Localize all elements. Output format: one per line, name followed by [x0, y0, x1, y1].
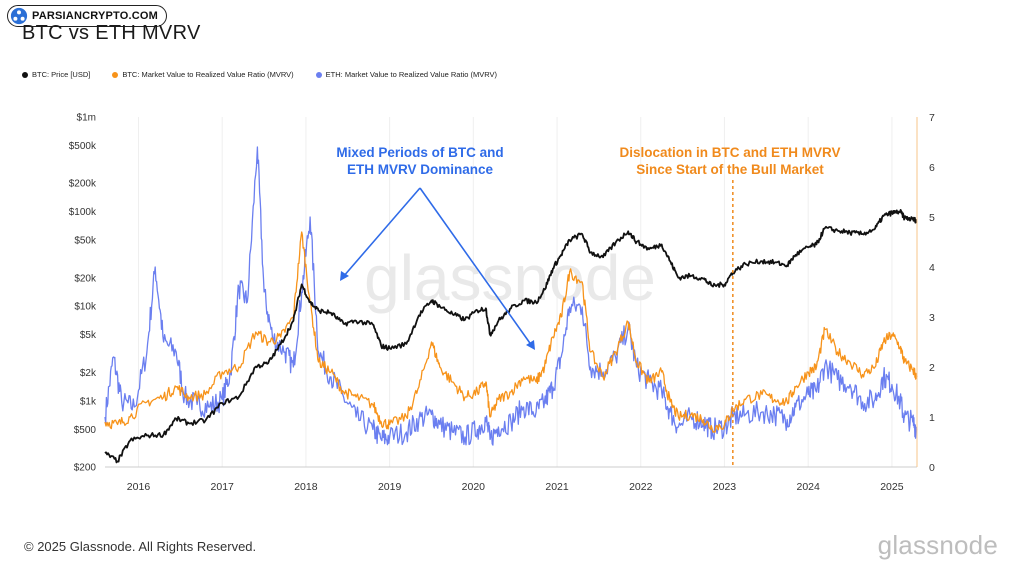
chart-grid — [137, 117, 893, 467]
legend-item-btc-mvrv: BTC: Market Value to Realized Value Rati… — [112, 70, 294, 79]
y-left-tick-label: $1m — [77, 113, 96, 124]
legend-item-btc-price: BTC: Price [USD] — [22, 70, 90, 79]
chart-series — [104, 146, 918, 467]
brand-logo-text: glassnode — [877, 530, 998, 560]
x-tick-label: 2017 — [211, 481, 235, 493]
y-left-tick-label: $10k — [74, 302, 97, 313]
x-tick-label: 2019 — [378, 481, 402, 493]
annotation-blue-line2: ETH MVRV Dominance — [347, 162, 494, 177]
btc-price-line — [104, 209, 918, 464]
legend-dot-btc-price — [22, 71, 28, 78]
site-badge: PARSIANCRYPTO.COM — [7, 5, 168, 27]
site-badge-text: PARSIANCRYPTO.COM — [32, 10, 159, 22]
x-tick-label: 2018 — [294, 481, 318, 493]
x-tick-label: 2020 — [462, 481, 486, 493]
y-left-tick-label: $200k — [69, 179, 97, 190]
legend-label-eth-mvrv: ETH: Market Value to Realized Value Rati… — [325, 70, 497, 79]
y-right-tick-label: 3 — [929, 312, 935, 324]
y-right-tick-label: 0 — [929, 462, 935, 474]
chart-watermark: glassnode — [364, 242, 656, 314]
legend-dot-btc-mvrv — [112, 71, 119, 78]
y-left-tick-label: $200 — [74, 463, 97, 474]
annotation-arrowhead-right — [526, 340, 535, 350]
y-right-tick-label: 4 — [929, 262, 935, 274]
y-right-tick-label: 6 — [929, 162, 935, 174]
btc-mvrv-line — [104, 231, 918, 433]
y-left-tick-label: $500k — [69, 141, 97, 152]
annotation-arrow-left — [342, 187, 421, 278]
y-left-tick-label: $20k — [74, 273, 97, 284]
eth-mvrv-line — [104, 146, 918, 446]
y-left-tick-label: $50k — [74, 236, 97, 247]
annotation-blue-line1: Mixed Periods of BTC and — [336, 145, 503, 160]
chart-axes: 2016 2017 2018 2019 2020 2021 2022 2023 2024 2025… — [69, 112, 935, 493]
y-right-tick-label: 5 — [929, 212, 935, 224]
y-left-tick-label: $500 — [74, 425, 97, 436]
y-right-tick-label: 2 — [929, 362, 935, 374]
legend-label-btc-price: BTC: Price [USD] — [32, 70, 91, 79]
y-left-tick-label: $100k — [69, 207, 97, 218]
y-left-tick-label: $1k — [80, 396, 97, 407]
annotation-arrowhead-left — [340, 271, 349, 281]
legend-label-btc-mvrv: BTC: Market Value to Realized Value Rati… — [122, 70, 294, 79]
annotation-orange-line1: Dislocation in BTC and ETH MVRV — [619, 145, 840, 160]
page-title: BTC vs ETH MVRV — [22, 22, 201, 44]
footer-copyright: © 2025 Glassnode. All Rights Reserved. — [24, 539, 257, 554]
y-left-tick-label: $5k — [80, 330, 97, 341]
parsiancrypto-logo-icon — [10, 7, 28, 25]
chart-legend: BTC: Price [USD] BTC: Market Value to Re… — [22, 70, 497, 79]
y-left-tick-label: $2k — [80, 368, 97, 379]
x-tick-label: 2024 — [796, 481, 820, 493]
x-tick-label: 2025 — [880, 481, 904, 493]
x-tick-label: 2021 — [545, 481, 569, 493]
y-right-tick-label: 7 — [929, 112, 935, 124]
annotation-arrow-right — [419, 187, 533, 347]
x-tick-label: 2022 — [629, 481, 653, 493]
chart-annotations: Mixed Periods of BTC and ETH MVRV Domina… — [336, 145, 841, 350]
y-right-tick-label: 1 — [929, 412, 935, 424]
legend-dot-eth-mvrv — [315, 71, 322, 78]
annotation-orange-line2: Since Start of the Bull Market — [636, 162, 824, 177]
x-tick-label: 2016 — [127, 481, 151, 493]
legend-item-eth-mvrv: ETH: Market Value to Realized Value Rati… — [315, 70, 497, 79]
x-tick-label: 2023 — [713, 481, 737, 493]
